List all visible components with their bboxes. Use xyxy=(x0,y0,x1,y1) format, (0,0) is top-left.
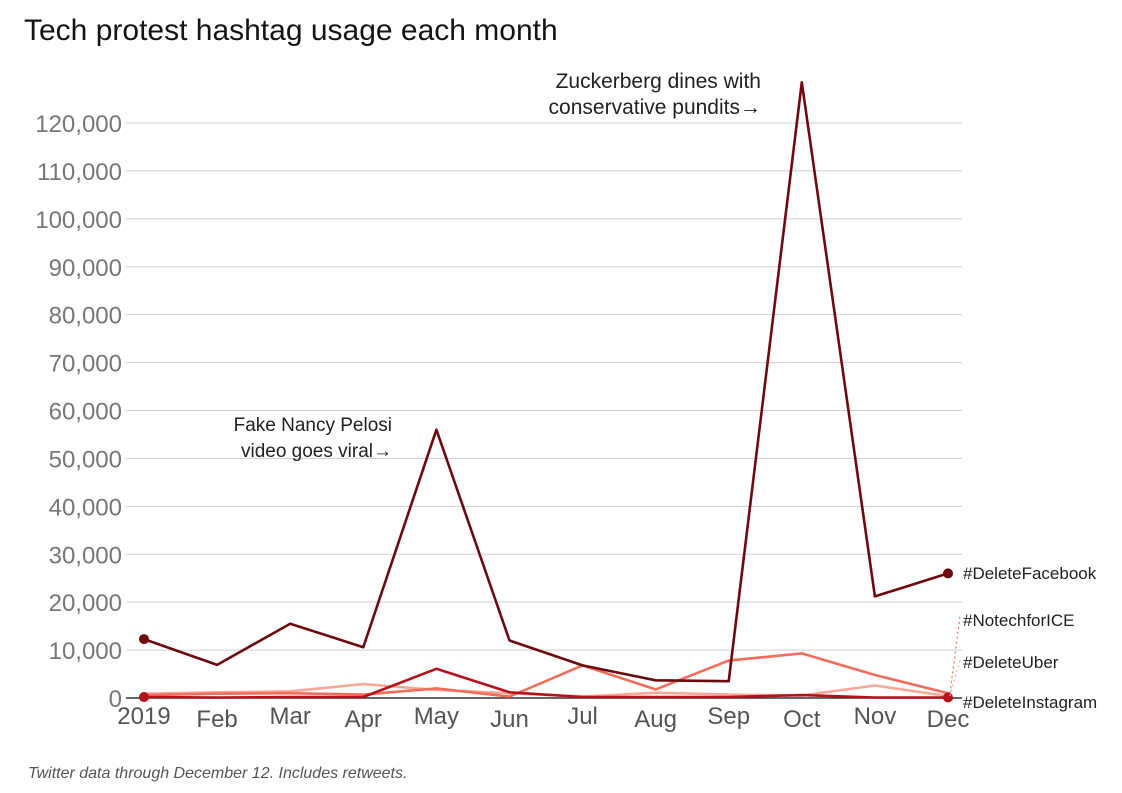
y-tick-label: 120,000 xyxy=(35,111,122,138)
x-tick-label: Nov xyxy=(854,703,897,730)
y-tick-label: 40,000 xyxy=(49,494,122,521)
series-label: #DeleteInstagram xyxy=(963,693,1097,712)
x-tick-label: Feb xyxy=(196,706,237,733)
series-labels: #DeleteFacebook #NotechforICE #DeleteUber #… xyxy=(949,564,1097,712)
x-tick-label: Jun xyxy=(490,706,529,733)
y-tick-label: 20,000 xyxy=(49,590,122,617)
x-tick-label: Dec xyxy=(927,706,970,733)
y-tick-label: 100,000 xyxy=(35,207,122,234)
x-tick-label: Apr xyxy=(345,706,382,733)
series-start-dot xyxy=(139,634,149,645)
series-label: #DeleteFacebook xyxy=(963,564,1097,583)
x-tick-label: May xyxy=(414,703,459,730)
series-label: #NotechforICE xyxy=(963,611,1075,630)
series-end-dot xyxy=(943,568,953,579)
series-label: #DeleteUber xyxy=(963,653,1059,672)
y-tick-label: 60,000 xyxy=(49,399,122,426)
series-line xyxy=(142,652,950,698)
series-start-dot xyxy=(139,692,149,703)
x-tick-label: Oct xyxy=(783,706,821,733)
series-end-dot xyxy=(943,692,953,703)
grid-lines xyxy=(126,122,962,699)
label-leader xyxy=(949,615,961,694)
chart-title: Tech protest hashtag usage each month xyxy=(24,14,558,47)
series-line xyxy=(142,667,950,699)
y-tick-label: 80,000 xyxy=(49,303,122,330)
y-tick-label: 50,000 xyxy=(49,446,122,473)
annotations: Fake Nancy Pelosi video goes viral→ Zucker… xyxy=(234,70,761,462)
y-tick-label: 90,000 xyxy=(49,255,122,282)
footnote: Twitter data through December 12. Includ… xyxy=(28,765,408,782)
series-lines xyxy=(139,81,953,703)
x-axis-ticks: 2019 Feb Mar Apr May Jun Jul Aug Sep Oct Nov Dec xyxy=(117,703,969,733)
y-axis-ticks: 0 10,000 20,000 30,000 40,000 50,000 60,000 70,… xyxy=(35,111,122,713)
annotation-text: video goes viral→ xyxy=(241,441,392,462)
annotation-text: conservative pundits→ xyxy=(549,96,761,119)
y-tick-label: 0 xyxy=(109,686,122,713)
x-tick-label: Jul xyxy=(567,703,598,730)
x-tick-label: Mar xyxy=(270,703,311,730)
x-tick-label: Aug xyxy=(634,706,677,733)
series-line xyxy=(142,81,950,683)
y-tick-label: 110,000 xyxy=(37,159,122,186)
annotation-text: Zuckerberg dines with xyxy=(556,70,761,93)
x-tick-label: 2019 xyxy=(117,703,170,730)
annotation-text: Fake Nancy Pelosi xyxy=(234,415,392,436)
label-leader xyxy=(949,659,961,697)
x-tick-label: Sep xyxy=(707,703,750,730)
y-tick-label: 70,000 xyxy=(49,351,122,378)
y-tick-label: 10,000 xyxy=(49,638,122,665)
y-tick-label: 30,000 xyxy=(49,542,122,569)
